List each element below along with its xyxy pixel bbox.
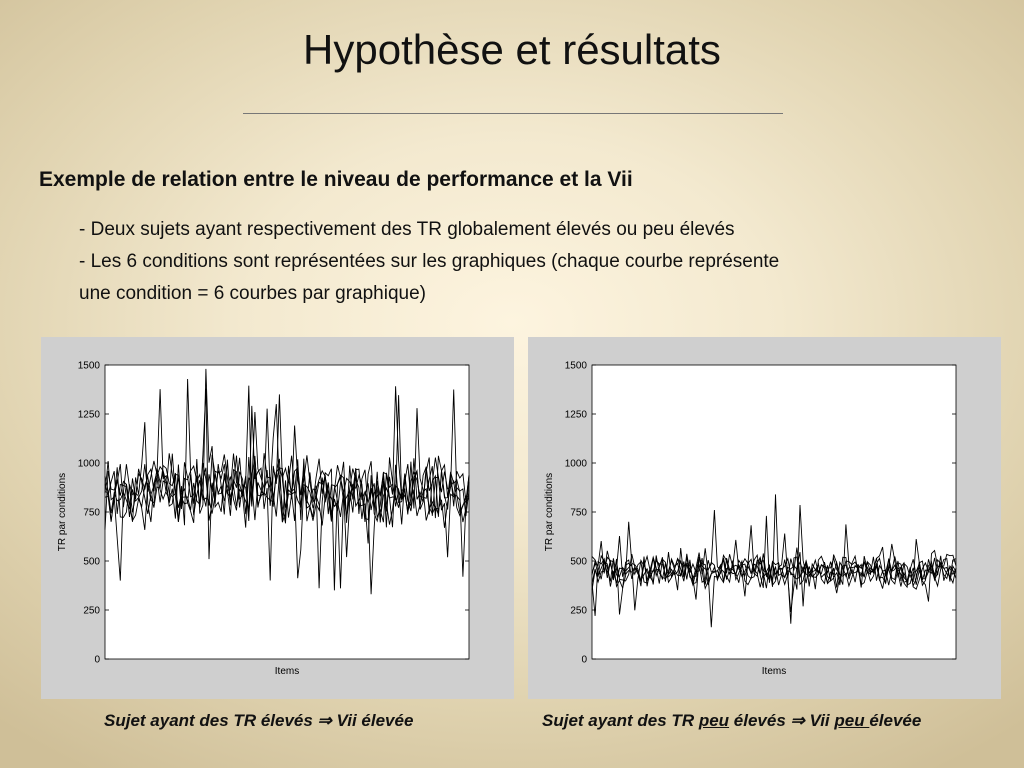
slide-title: Hypothèse et résultats [303,26,721,73]
series-line [104,389,470,558]
bullet-line-3: une condition = 6 courbes par graphique) [79,283,426,304]
y-tick-label: 750 [83,508,100,519]
arrow-icon: ⇒ [790,711,805,730]
y-tick-label: 250 [83,606,100,617]
subheading: Exemple de relation entre le niveau de p… [39,168,633,191]
chart-panel-high-tr: 0 250 500 750 1000 1250 1500 Items TR par condit… [41,337,514,699]
caption-right-underline-2: peu [834,711,870,730]
y-tick-label: 0 [94,655,100,666]
y-tick-label: 0 [581,655,587,666]
caption-right-part-a: Sujet ayant des TR [542,711,699,730]
bullet-line-1: - Deux sujets ayant respectivement des T… [79,219,735,240]
bullet-list: - Deux sujets ayant respectivement des T… [79,214,959,310]
bullet-line-2: - Les 6 conditions sont représentées sur… [79,251,780,272]
arrow-icon: ⇒ [317,711,332,730]
y-tick-label: 1500 [78,361,101,372]
series-line [104,385,470,579]
y-tick-label: 250 [570,606,587,617]
caption-right-underline-1: peu [698,711,730,730]
y-tick-label: 1000 [78,459,101,470]
chart-low-tr: 0 250 500 750 1000 1250 1500 Items TR par condit… [544,361,957,677]
y-tick-label: 500 [570,557,587,568]
y-tick-label: 1250 [78,410,101,421]
y-tick-label: 1250 [565,410,588,421]
series-line [591,515,957,613]
caption-right-part-d: élevée [869,711,922,730]
chart-panel-low-tr: 0 250 500 750 1000 1250 1500 Items TR par condit… [528,337,1001,699]
series-line [591,539,957,615]
caption-left-part-a: Sujet ayant des TR élevés [104,711,318,730]
y-tick-label: 500 [83,557,100,568]
caption-right-part-c: Vii [804,711,835,730]
plot-area [591,364,957,660]
y-axis-label: TR par conditions [57,473,68,551]
y-tick-label: 1500 [565,361,588,372]
y-tick-label: 1000 [565,459,588,470]
caption-low-tr: Sujet ayant des TR peu élevés ⇒ Vii peu … [542,711,921,731]
x-axis-label: Items [762,666,786,677]
caption-left-part-b: Vii élevée [331,711,414,730]
caption-right-part-b: élevés [729,711,791,730]
title-divider [243,113,783,114]
y-axis-label: TR par conditions [544,473,555,551]
y-tick-label: 750 [570,508,587,519]
series-line [591,521,957,628]
chart-high-tr: 0 250 500 750 1000 1250 1500 Items TR par condit… [57,361,470,677]
x-axis-label: Items [275,666,299,677]
caption-high-tr: Sujet ayant des TR élevés ⇒ Vii élevée [104,711,413,731]
